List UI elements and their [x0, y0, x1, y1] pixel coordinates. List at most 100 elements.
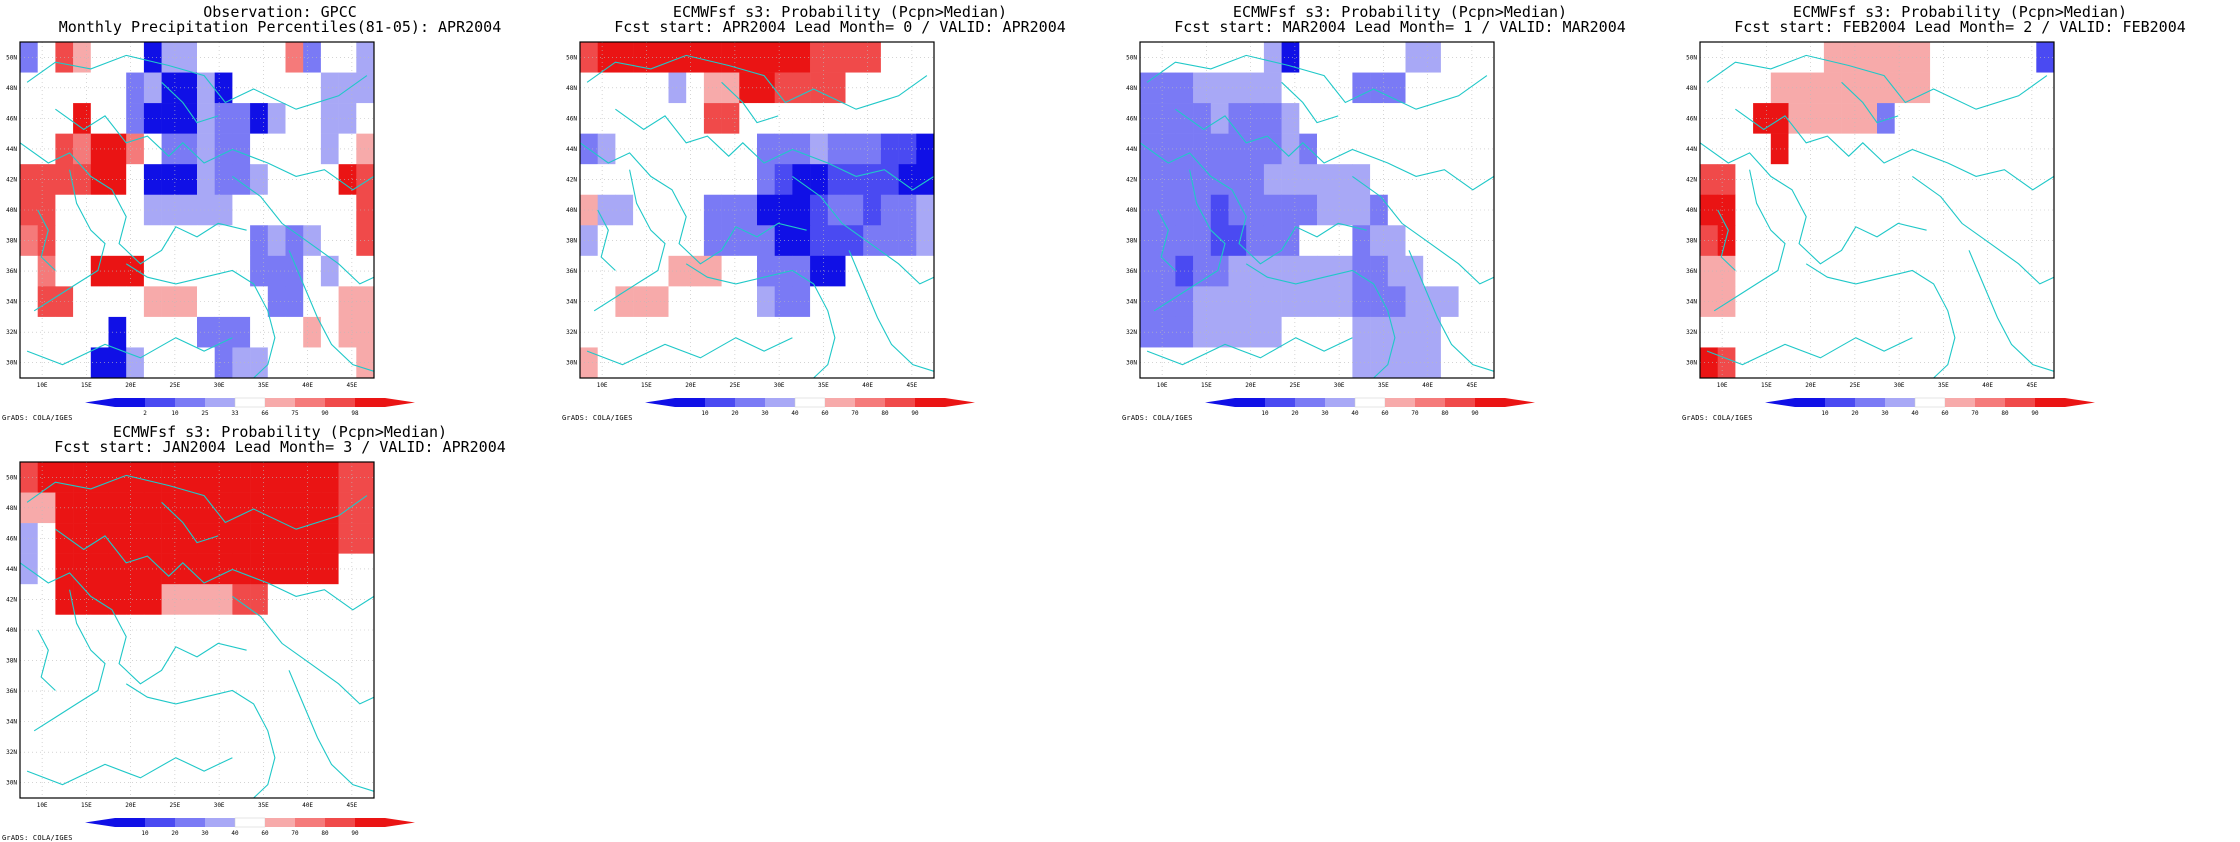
grid-cell — [356, 645, 375, 677]
grid-cell — [285, 255, 304, 287]
legend-swatch — [355, 818, 385, 827]
coastline — [586, 337, 793, 366]
lon-tick-label: 45E — [2026, 382, 2037, 389]
lat-tick-label: 34N — [1686, 299, 1697, 306]
grid-cell — [898, 72, 917, 104]
grid-cell — [338, 675, 357, 707]
lon-tick-label: 45E — [1466, 382, 1477, 389]
grid-cell — [668, 133, 687, 165]
grid-cell — [810, 164, 829, 196]
lat-tick-label: 36N — [1126, 268, 1137, 275]
legend-tick-label: 70 — [1411, 410, 1419, 417]
color-legend: 10 20 30 40 60 70 80 90 — [1205, 397, 1535, 417]
grid-cell — [356, 103, 375, 134]
grid-cell — [650, 103, 669, 134]
grid-cell — [1458, 103, 1477, 134]
coastline — [288, 250, 375, 372]
legend-arrow-high — [385, 818, 415, 827]
grid-cell — [90, 225, 109, 257]
grid-cell — [845, 194, 864, 226]
grid-cell — [232, 194, 251, 226]
legend-swatch — [915, 398, 945, 407]
legend-swatch — [1914, 397, 1946, 408]
grid-cell — [1788, 133, 1807, 165]
grid-cell — [1352, 164, 1371, 196]
grid-cell — [338, 42, 357, 73]
grid-cell — [320, 675, 339, 707]
grid-cell — [320, 194, 339, 226]
grid-cell — [1440, 42, 1459, 73]
grid-cell — [774, 225, 793, 257]
map-plot: 30N 32N 34N 36N 38N 40N 42N 44N 46N 48N 50N 10E 15E 2… — [6, 41, 415, 417]
legend-tick-label: 98 — [351, 410, 359, 417]
grid-cell — [1370, 133, 1389, 165]
grid-cell — [1352, 72, 1371, 104]
grid-cell — [792, 225, 811, 257]
lon-tick-label: 15E — [1201, 382, 1212, 389]
grid-cell — [2036, 133, 2055, 165]
lat-tick-label: 30N — [6, 360, 17, 367]
legend-swatch — [1945, 398, 1975, 407]
precip-grid — [1700, 42, 2055, 379]
lon-tick-label: 25E — [169, 382, 180, 389]
grid-cell — [1228, 225, 1247, 257]
map-plot: 30N 32N 34N 36N 38N 40N 42N 44N 46N 48N 50N 10E 15E 2… — [566, 41, 975, 417]
grid-cell — [1788, 316, 1807, 348]
grid-cell — [73, 645, 92, 677]
grid-cell — [285, 492, 304, 524]
grid-cell — [650, 347, 669, 379]
grid-cell — [320, 164, 339, 196]
grid-cell — [686, 164, 705, 196]
grid-cell — [197, 194, 215, 226]
grid-cell — [757, 347, 775, 379]
legend-swatch — [2035, 398, 2065, 407]
panel-subtitle: Fcst start: MAR2004 Lead Month= 1 / VALI… — [1174, 18, 1626, 36]
grid-cell — [1476, 42, 1495, 73]
grid-cell — [320, 225, 339, 257]
grid-cell — [1788, 286, 1807, 318]
grid-cell — [108, 164, 127, 196]
axis-labels: 30N 32N 34N 36N 38N 40N 42N 44N 46N 48N 50N 10E 15E 2… — [1686, 54, 2038, 389]
axis-labels: 30N 32N 34N 36N 38N 40N 42N 44N 46N 48N 50N 10E 15E 2… — [6, 474, 358, 809]
grid-cell — [2000, 225, 2019, 257]
grid-cell — [356, 553, 375, 585]
grid-cell — [2018, 72, 2037, 104]
grid-cell — [90, 767, 109, 799]
grid-cell — [916, 164, 935, 196]
grid-cell — [810, 133, 829, 165]
lon-tick-label: 15E — [81, 382, 92, 389]
lon-tick-label: 25E — [729, 382, 740, 389]
lat-tick-label: 36N — [6, 688, 17, 695]
grid-cell — [73, 316, 92, 348]
axis-labels: 30N 32N 34N 36N 38N 40N 42N 44N 46N 48N 50N 10E 15E 2… — [566, 54, 918, 389]
grid-cell — [197, 614, 215, 646]
legend-tick-label: 20 — [171, 830, 179, 837]
grid-cell — [1841, 316, 1860, 348]
grid-cell — [250, 316, 269, 348]
lon-tick-label: 15E — [81, 802, 92, 809]
grid-cell — [1965, 225, 1984, 257]
grid-cell — [1912, 164, 1931, 196]
grid-cell — [285, 164, 304, 196]
grid-cell — [338, 286, 357, 318]
grid-cell — [1912, 255, 1931, 287]
grid-cell — [250, 553, 269, 585]
lat-tick-label: 42N — [566, 176, 577, 183]
grid-cell — [108, 316, 127, 348]
coastline — [1408, 250, 1495, 372]
grid-cell — [356, 194, 375, 226]
grid-cell — [73, 42, 92, 73]
grid-cell — [792, 42, 811, 73]
color-legend: 10 20 30 40 60 70 80 90 — [85, 817, 415, 837]
color-legend: 10 20 30 40 60 70 80 90 — [1765, 397, 2095, 417]
grid-cell — [356, 42, 375, 73]
grid-cell — [126, 584, 145, 616]
lat-tick-label: 32N — [1686, 329, 1697, 336]
grid-cell — [1157, 316, 1176, 348]
lat-tick-label: 50N — [566, 54, 577, 61]
legend-tick-label: 33 — [231, 410, 239, 417]
lat-tick-label: 38N — [566, 238, 577, 245]
lat-tick-label: 36N — [6, 268, 17, 275]
lat-tick-label: 50N — [1126, 54, 1137, 61]
grid-cell — [232, 584, 251, 616]
